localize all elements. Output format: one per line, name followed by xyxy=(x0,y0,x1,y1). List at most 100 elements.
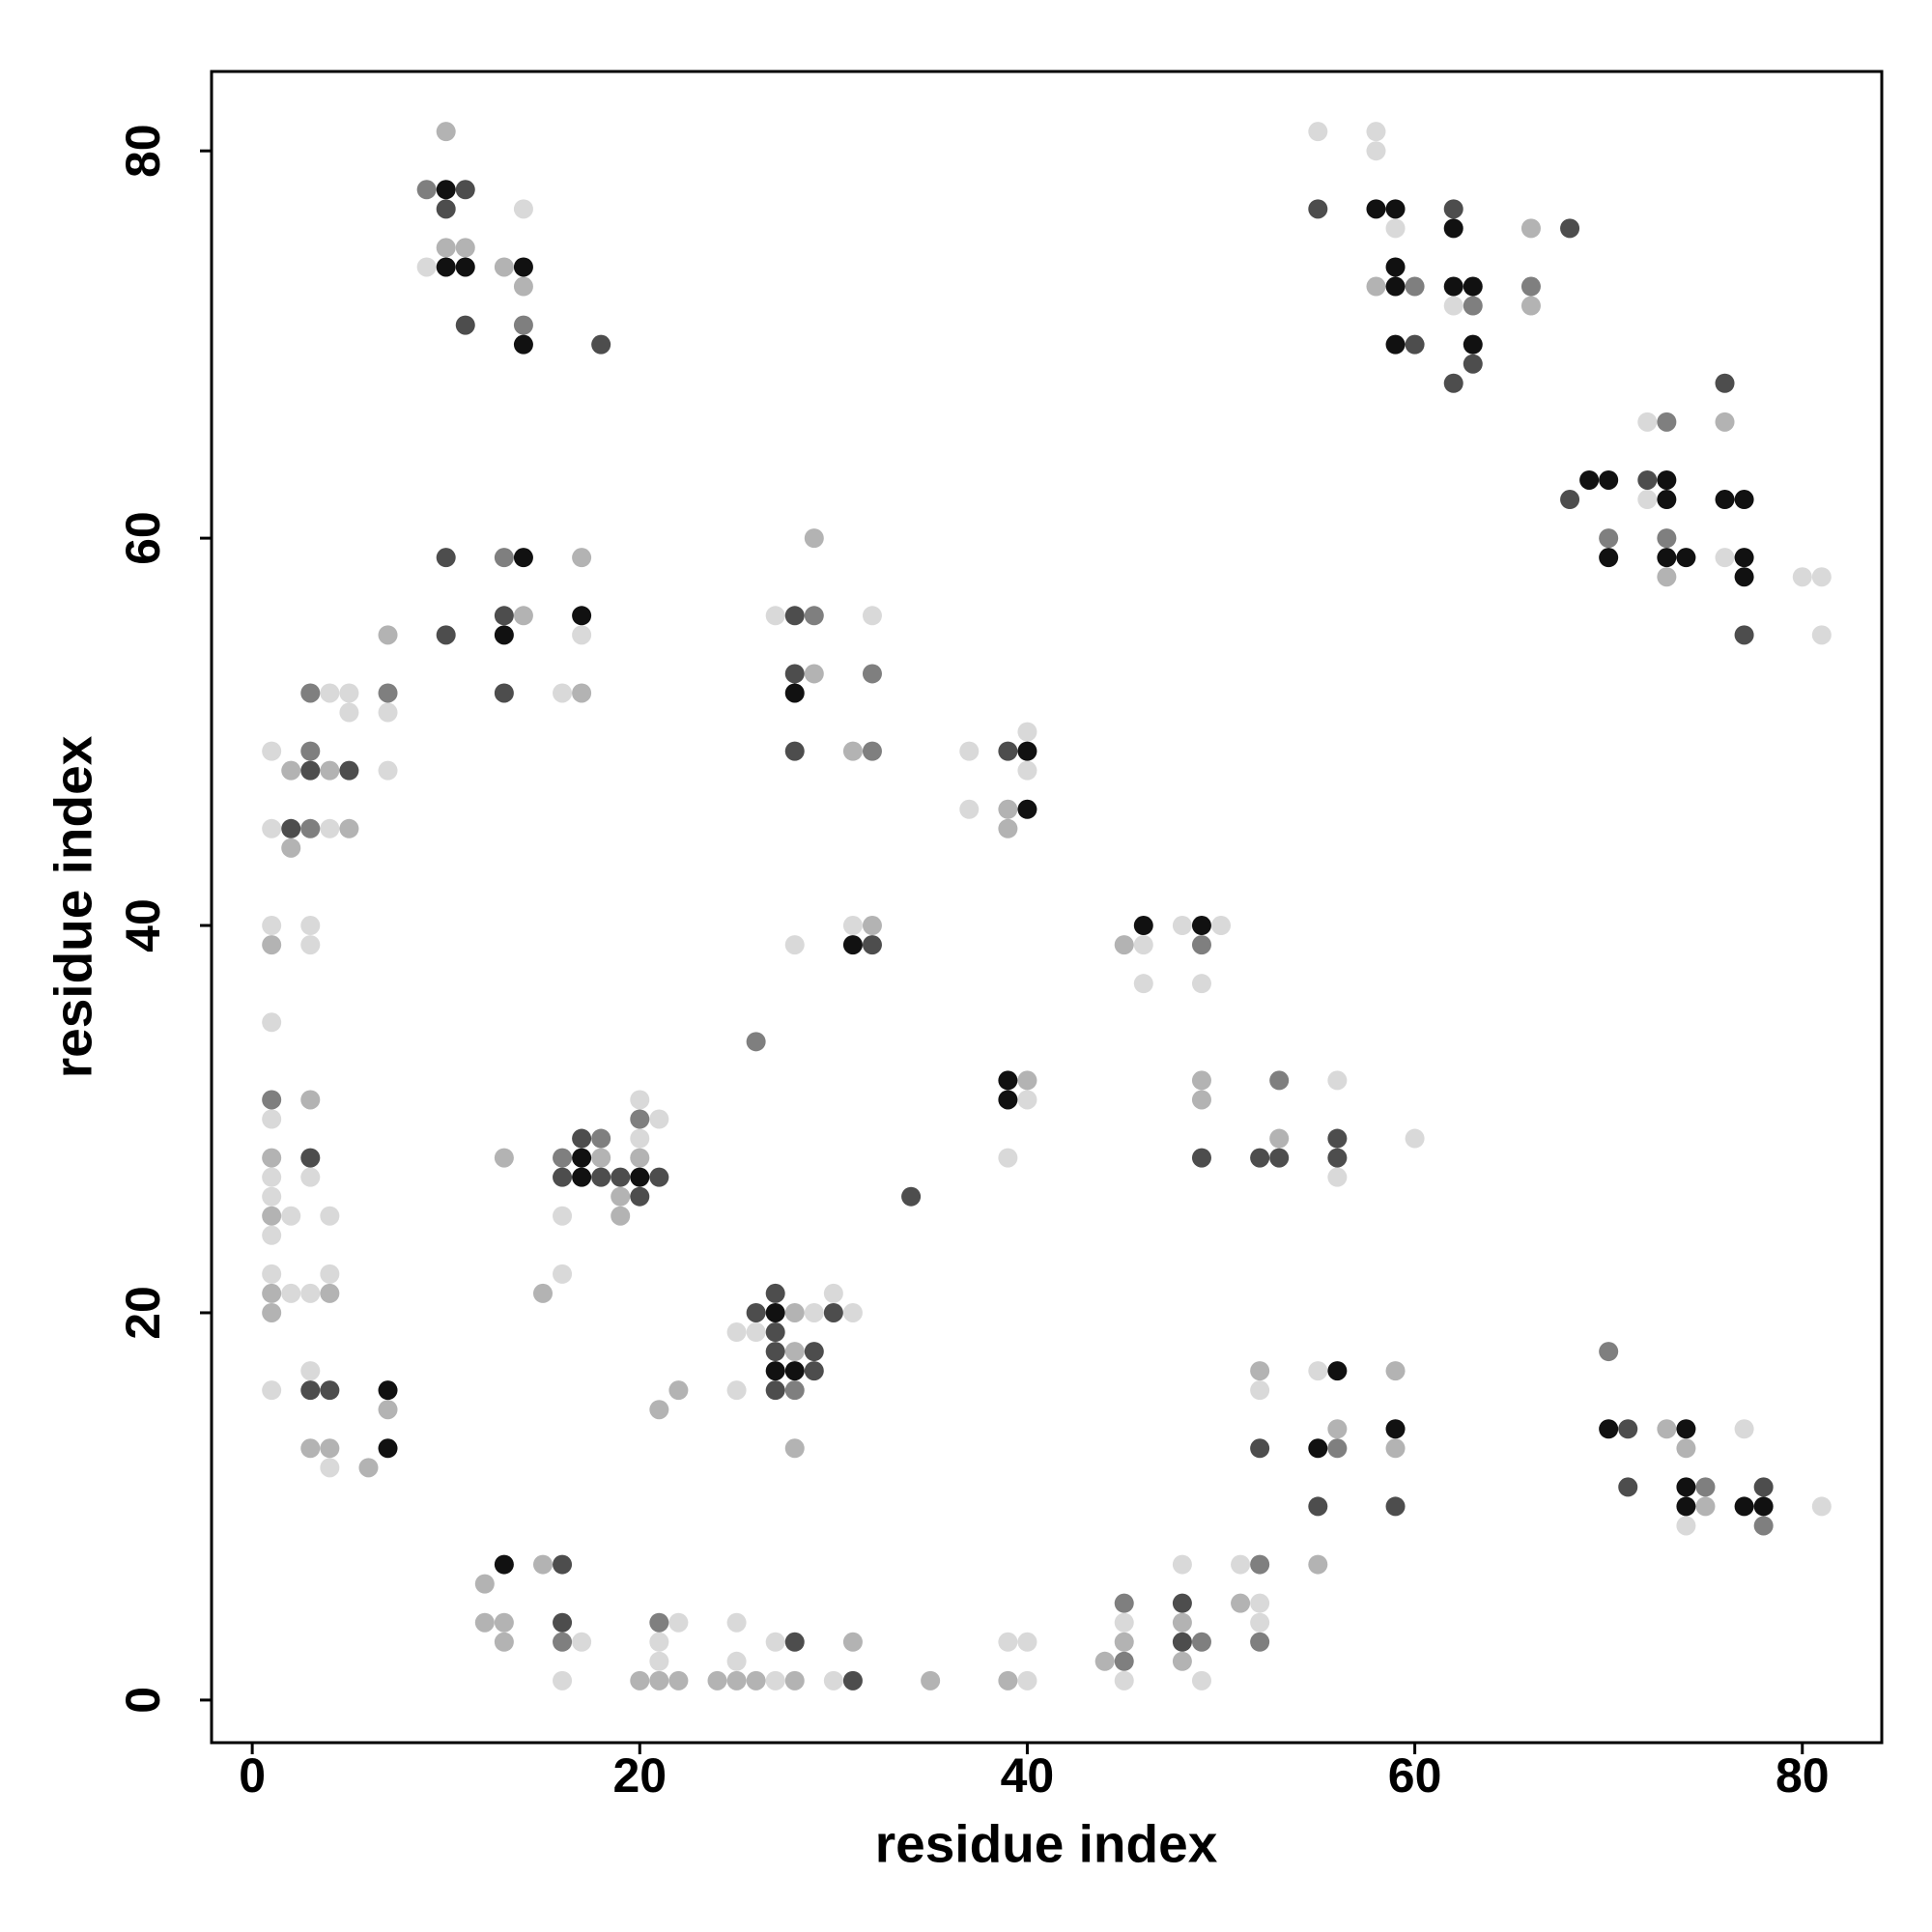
point xyxy=(746,1670,766,1690)
point xyxy=(1560,218,1580,239)
point xyxy=(611,1206,631,1226)
point xyxy=(630,1148,650,1168)
point xyxy=(1269,1128,1290,1149)
point xyxy=(1114,1593,1134,1613)
point xyxy=(281,838,301,858)
point xyxy=(649,1612,669,1633)
x-tick-label: 60 xyxy=(1388,1748,1442,1803)
x-tick-label: 80 xyxy=(1776,1748,1830,1803)
point xyxy=(1637,412,1658,432)
point xyxy=(1734,490,1754,510)
x-tick-label: 20 xyxy=(612,1748,667,1803)
point xyxy=(513,276,533,297)
point xyxy=(765,1361,785,1381)
point xyxy=(611,1167,631,1187)
point xyxy=(1579,469,1600,490)
point xyxy=(320,1206,340,1226)
point xyxy=(320,683,340,703)
point xyxy=(1231,1593,1251,1613)
point xyxy=(339,702,359,723)
point xyxy=(998,1632,1018,1652)
point xyxy=(1017,722,1037,742)
point xyxy=(378,683,398,703)
point xyxy=(1715,412,1735,432)
point xyxy=(455,257,475,277)
point xyxy=(572,625,592,645)
point xyxy=(1443,276,1463,297)
point xyxy=(1657,412,1677,432)
point xyxy=(1327,1128,1348,1149)
point xyxy=(862,916,882,936)
point xyxy=(784,1632,805,1652)
point xyxy=(1172,916,1192,936)
point xyxy=(842,916,863,936)
point xyxy=(668,1670,689,1690)
point xyxy=(1734,548,1754,568)
point xyxy=(1133,935,1153,955)
point xyxy=(1366,276,1386,297)
point xyxy=(1191,916,1211,936)
point xyxy=(1657,469,1677,490)
point xyxy=(901,1186,922,1207)
point xyxy=(1114,1632,1134,1652)
point xyxy=(842,1632,863,1652)
point xyxy=(1017,1070,1037,1091)
point xyxy=(358,1458,379,1478)
point xyxy=(1637,490,1658,510)
y-tick-label: 60 xyxy=(116,511,170,565)
point xyxy=(1017,1090,1037,1110)
point xyxy=(1618,1419,1638,1439)
point xyxy=(1676,1477,1696,1497)
point xyxy=(649,1400,669,1420)
point xyxy=(1191,1070,1211,1091)
point xyxy=(339,683,359,703)
point xyxy=(1618,1477,1638,1497)
point xyxy=(262,741,282,761)
point xyxy=(1017,760,1037,781)
point xyxy=(1463,276,1483,297)
point xyxy=(1366,122,1386,142)
point xyxy=(1327,1070,1348,1091)
point xyxy=(416,257,437,277)
point xyxy=(553,1612,573,1633)
point xyxy=(726,1612,747,1633)
point xyxy=(1308,1554,1328,1575)
point xyxy=(1114,935,1134,955)
point xyxy=(784,1438,805,1459)
point xyxy=(1734,625,1754,645)
point xyxy=(784,1380,805,1401)
point xyxy=(804,1302,824,1322)
point xyxy=(572,548,592,568)
point xyxy=(784,1302,805,1322)
point xyxy=(1405,334,1425,355)
point xyxy=(300,1167,321,1187)
point xyxy=(804,1361,824,1381)
point xyxy=(1250,1148,1270,1168)
point xyxy=(1443,218,1463,239)
point xyxy=(1250,1612,1270,1633)
point xyxy=(300,1283,321,1303)
point xyxy=(823,1302,843,1322)
point xyxy=(572,1632,592,1652)
point xyxy=(378,1438,398,1459)
point xyxy=(1172,1593,1192,1613)
point xyxy=(1811,1496,1832,1517)
point xyxy=(1657,1419,1677,1439)
point xyxy=(1250,1438,1270,1459)
point xyxy=(630,1167,650,1187)
point xyxy=(1114,1670,1134,1690)
point xyxy=(1811,567,1832,587)
point xyxy=(320,1438,340,1459)
point xyxy=(1308,1361,1328,1381)
point xyxy=(784,935,805,955)
point xyxy=(494,1632,514,1652)
point xyxy=(784,1342,805,1362)
point xyxy=(494,1612,514,1633)
point xyxy=(1560,490,1580,510)
point xyxy=(262,818,282,838)
point xyxy=(300,916,321,936)
point xyxy=(1172,1632,1192,1652)
point xyxy=(1327,1438,1348,1459)
point xyxy=(1657,528,1677,549)
